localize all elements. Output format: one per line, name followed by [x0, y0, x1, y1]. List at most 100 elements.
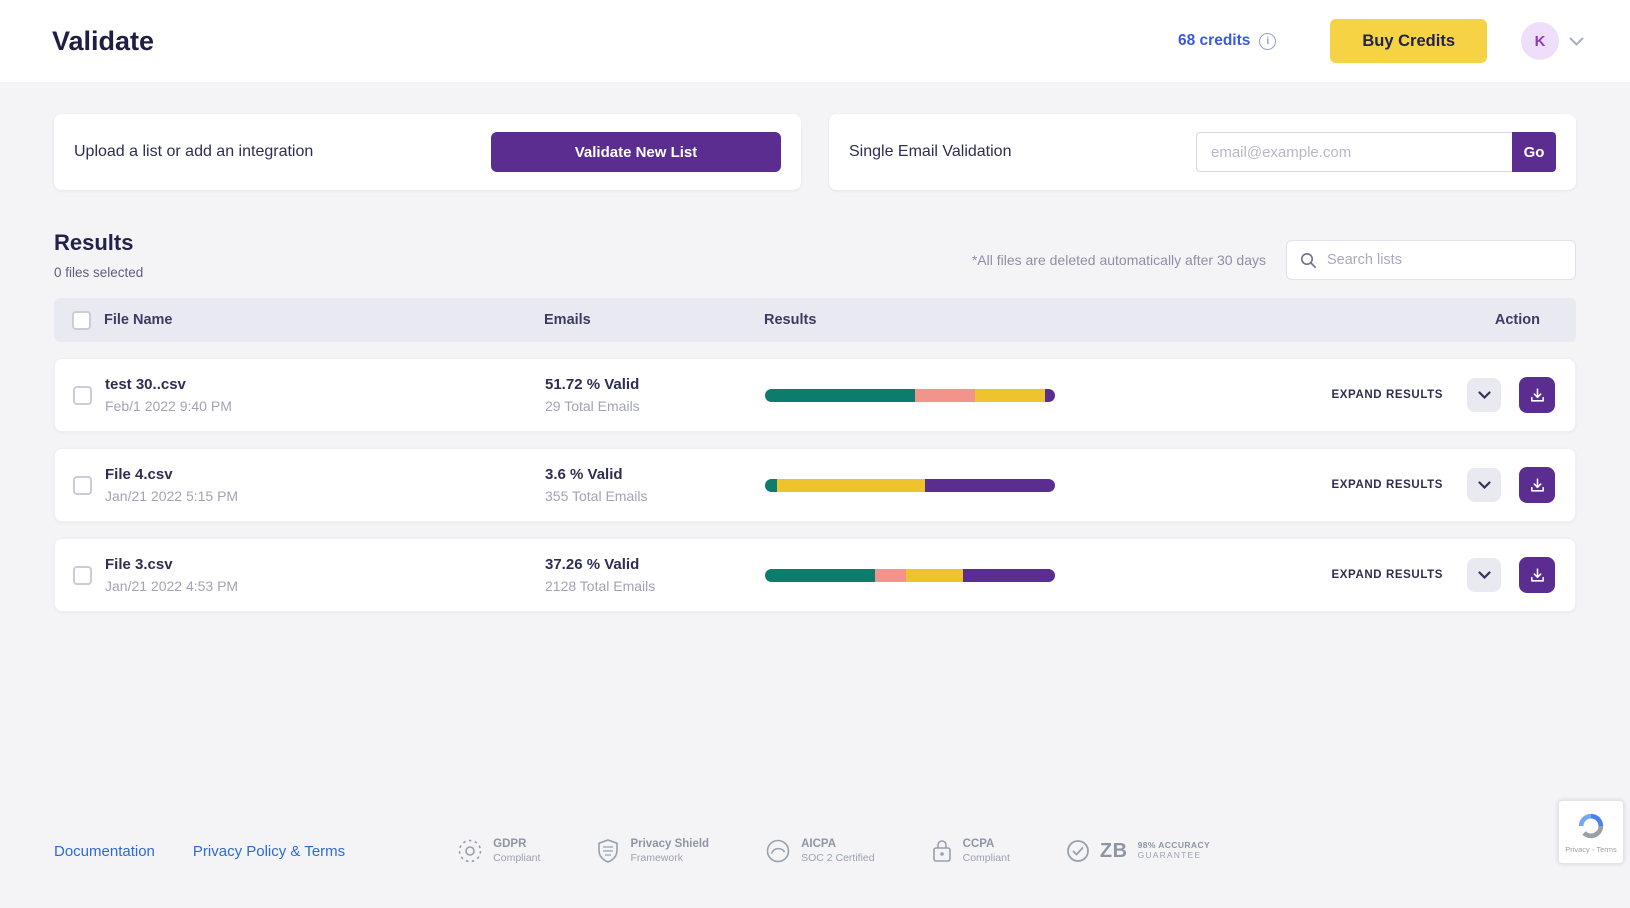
- expand-chevron-button[interactable]: [1467, 378, 1501, 412]
- file-cell: test 30..csv Feb/1 2022 9:40 PM: [105, 376, 545, 414]
- cards-row: Upload a list or add an integration Vali…: [54, 114, 1576, 190]
- total-emails: 355 Total Emails: [545, 488, 765, 504]
- table-row: File 3.csv Jan/21 2022 4:53 PM 37.26 % V…: [54, 538, 1576, 612]
- action-cell: EXPAND RESULTS: [1332, 557, 1557, 593]
- results-cell: [765, 389, 1332, 402]
- download-button[interactable]: [1519, 557, 1555, 593]
- row-checkbox[interactable]: [73, 476, 92, 495]
- topbar-right: 68 credits i Buy Credits K: [1178, 19, 1584, 63]
- buy-credits-button[interactable]: Buy Credits: [1330, 19, 1487, 63]
- row-check-cell: [73, 566, 105, 585]
- file-name: File 4.csv: [105, 466, 545, 483]
- select-all-checkbox[interactable]: [72, 311, 91, 330]
- select-all-cell: [72, 311, 104, 330]
- file-date: Feb/1 2022 9:40 PM: [105, 398, 545, 414]
- row-checkbox[interactable]: [73, 386, 92, 405]
- ccpa-badge: CCPA Compliant: [931, 838, 1010, 864]
- total-emails: 29 Total Emails: [545, 398, 765, 414]
- aicpa-icon: [765, 838, 791, 864]
- expand-chevron-button[interactable]: [1467, 558, 1501, 592]
- single-validation-label: Single Email Validation: [849, 143, 1011, 161]
- results-bar: [765, 479, 1055, 492]
- zb-brand: ZB: [1100, 840, 1128, 863]
- expand-results-link[interactable]: EXPAND RESULTS: [1332, 389, 1443, 401]
- checkmark-circle-icon: [1066, 839, 1090, 863]
- validate-page: Validate 68 credits i Buy Credits K Uplo…: [0, 0, 1630, 908]
- download-icon: [1529, 567, 1546, 584]
- gdpr-badge: GDPR Compliant: [457, 838, 540, 864]
- single-email-validation-card: Single Email Validation Go: [829, 114, 1576, 190]
- chevron-down-icon: [1478, 391, 1491, 399]
- results-head-left: Results 0 files selected: [54, 230, 143, 280]
- valid-percentage: 51.72 % Valid: [545, 376, 765, 393]
- expand-results-link[interactable]: EXPAND RESULTS: [1332, 479, 1443, 491]
- results-cell: [765, 569, 1332, 582]
- privacy-policy-link[interactable]: Privacy Policy & Terms: [193, 843, 345, 860]
- upload-card: Upload a list or add an integration Vali…: [54, 114, 801, 190]
- recaptcha-badge[interactable]: Privacy - Terms: [1558, 800, 1624, 864]
- badge-subtitle: Compliant: [493, 852, 540, 864]
- column-emails: Emails: [544, 312, 764, 328]
- go-button[interactable]: Go: [1512, 132, 1556, 172]
- download-button[interactable]: [1519, 377, 1555, 413]
- results-head: Results 0 files selected *All files are …: [54, 230, 1576, 280]
- expand-results-link[interactable]: EXPAND RESULTS: [1332, 569, 1443, 581]
- privacy-shield-badge: Privacy Shield Framework: [596, 838, 709, 864]
- file-name: test 30..csv: [105, 376, 545, 393]
- action-cell: EXPAND RESULTS: [1332, 467, 1557, 503]
- emails-cell: 51.72 % Valid 29 Total Emails: [545, 376, 765, 414]
- valid-percentage: 3.6 % Valid: [545, 466, 765, 483]
- download-button[interactable]: [1519, 467, 1555, 503]
- column-results: Results: [764, 312, 1495, 328]
- expand-chevron-button[interactable]: [1467, 468, 1501, 502]
- emails-cell: 37.26 % Valid 2128 Total Emails: [545, 556, 765, 594]
- column-file-name: File Name: [104, 312, 544, 328]
- validate-new-list-button[interactable]: Validate New List: [491, 132, 781, 172]
- recaptcha-privacy-terms[interactable]: Privacy - Terms: [1565, 845, 1617, 854]
- zb-accuracy-line2: GUARANTEE: [1138, 851, 1211, 861]
- ccpa-lock-icon: [931, 838, 953, 864]
- results-cell: [765, 479, 1332, 492]
- single-validation-input-group: Go: [1196, 132, 1556, 172]
- download-icon: [1529, 477, 1546, 494]
- privacy-shield-icon: [596, 838, 620, 864]
- table-header: File Name Emails Results Action: [54, 298, 1576, 342]
- search-box: [1286, 240, 1576, 280]
- action-cell: EXPAND RESULTS: [1332, 377, 1557, 413]
- compliance-badges: GDPR Compliant Privacy Shield Framework: [457, 838, 1210, 864]
- email-input[interactable]: [1196, 132, 1512, 172]
- chevron-down-icon: [1478, 481, 1491, 489]
- column-action: Action: [1495, 312, 1558, 328]
- badge-subtitle: Framework: [630, 852, 709, 864]
- badge-subtitle: Compliant: [963, 852, 1010, 864]
- chevron-down-icon[interactable]: [1569, 37, 1584, 46]
- file-date: Jan/21 2022 5:15 PM: [105, 488, 545, 504]
- download-icon: [1529, 387, 1546, 404]
- badge-title: AICPA: [801, 838, 875, 850]
- row-check-cell: [73, 476, 105, 495]
- credits-link[interactable]: 68 credits: [1178, 32, 1250, 50]
- file-date: Jan/21 2022 4:53 PM: [105, 578, 545, 594]
- footer: Documentation Privacy Policy & Terms GDP…: [0, 838, 1630, 908]
- gdpr-stars-icon: [457, 838, 483, 864]
- results-bar: [765, 389, 1055, 402]
- chevron-down-icon: [1478, 571, 1491, 579]
- badge-title: Privacy Shield: [630, 838, 709, 850]
- accuracy-guarantee-badge: ZB 98% ACCURACY GUARANTEE: [1066, 839, 1210, 863]
- results-title: Results: [54, 230, 143, 256]
- row-checkbox[interactable]: [73, 566, 92, 585]
- badge-title: CCPA: [963, 838, 1010, 850]
- footer-links: Documentation Privacy Policy & Terms: [54, 843, 345, 860]
- table-row: File 4.csv Jan/21 2022 5:15 PM 3.6 % Val…: [54, 448, 1576, 522]
- badge-title: GDPR: [493, 838, 540, 850]
- main-content: Upload a list or add an integration Vali…: [0, 82, 1630, 838]
- topbar: Validate 68 credits i Buy Credits K: [0, 0, 1630, 82]
- zb-accuracy-text: 98% ACCURACY GUARANTEE: [1138, 841, 1211, 861]
- aicpa-soc2-badge: AICPA SOC 2 Certified: [765, 838, 875, 864]
- documentation-link[interactable]: Documentation: [54, 843, 155, 860]
- avatar[interactable]: K: [1521, 22, 1559, 60]
- search-input[interactable]: [1327, 252, 1562, 268]
- valid-percentage: 37.26 % Valid: [545, 556, 765, 573]
- recaptcha-icon: [1576, 811, 1606, 841]
- info-icon[interactable]: i: [1259, 33, 1276, 50]
